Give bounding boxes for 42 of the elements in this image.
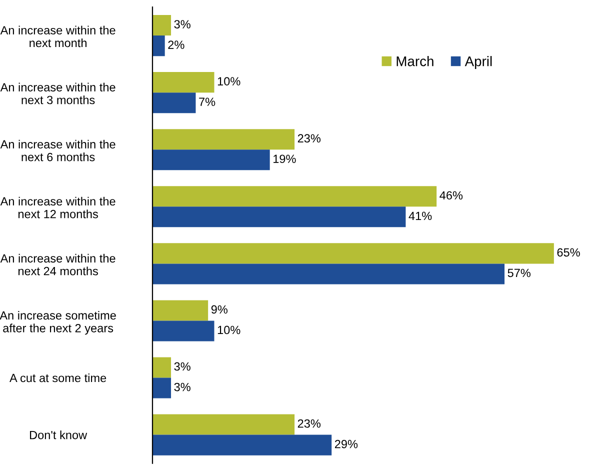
bar: [152, 186, 437, 207]
bar: [152, 378, 172, 398]
bar: [152, 150, 270, 170]
y-tick-label: An increase within the next 12 months: [0, 196, 116, 218]
legend-label: March: [396, 56, 434, 66]
bar: [152, 434, 332, 456]
data-label: 3%: [174, 362, 190, 371]
bar: [152, 264, 505, 284]
bar: [152, 129, 295, 150]
data-label: 2%: [168, 40, 184, 49]
data-label: 19%: [274, 154, 296, 164]
data-label: 10%: [218, 77, 240, 86]
data-label: 65%: [557, 248, 580, 257]
bar: [152, 414, 295, 435]
y-tick-label: An increase within the next month: [0, 26, 116, 48]
bar: [152, 92, 196, 114]
data-label: 9%: [211, 305, 228, 314]
bar: [152, 243, 554, 264]
data-label: 29%: [334, 440, 358, 448]
y-tick-label: Don't know: [30, 430, 88, 440]
data-label: 3%: [174, 382, 190, 392]
y-tick-label: A cut at some time: [10, 373, 106, 382]
bar: [152, 15, 172, 36]
bar: [152, 72, 214, 93]
bar: [152, 36, 165, 56]
data-label: 57%: [508, 268, 531, 278]
bar: [152, 300, 208, 321]
data-label: 41%: [408, 212, 432, 220]
data-label: 23%: [298, 134, 321, 143]
bar: [152, 357, 172, 378]
data-label: 10%: [218, 326, 240, 334]
legend-label: April: [464, 56, 492, 69]
y-tick-label: An increase within the next 24 months: [0, 254, 116, 276]
y-tick-label: An increase within the next 6 months: [0, 140, 116, 162]
bar: [152, 206, 406, 228]
data-label: 46%: [440, 191, 463, 200]
data-label: 23%: [298, 419, 321, 428]
y-tick-label: An increase within the next 3 months: [0, 82, 116, 104]
bar: [152, 320, 214, 342]
data-label: 3%: [174, 20, 190, 28]
y-tick-label: An increase sometime after the next 2 years: [0, 310, 116, 335]
data-label: 7%: [199, 98, 216, 106]
